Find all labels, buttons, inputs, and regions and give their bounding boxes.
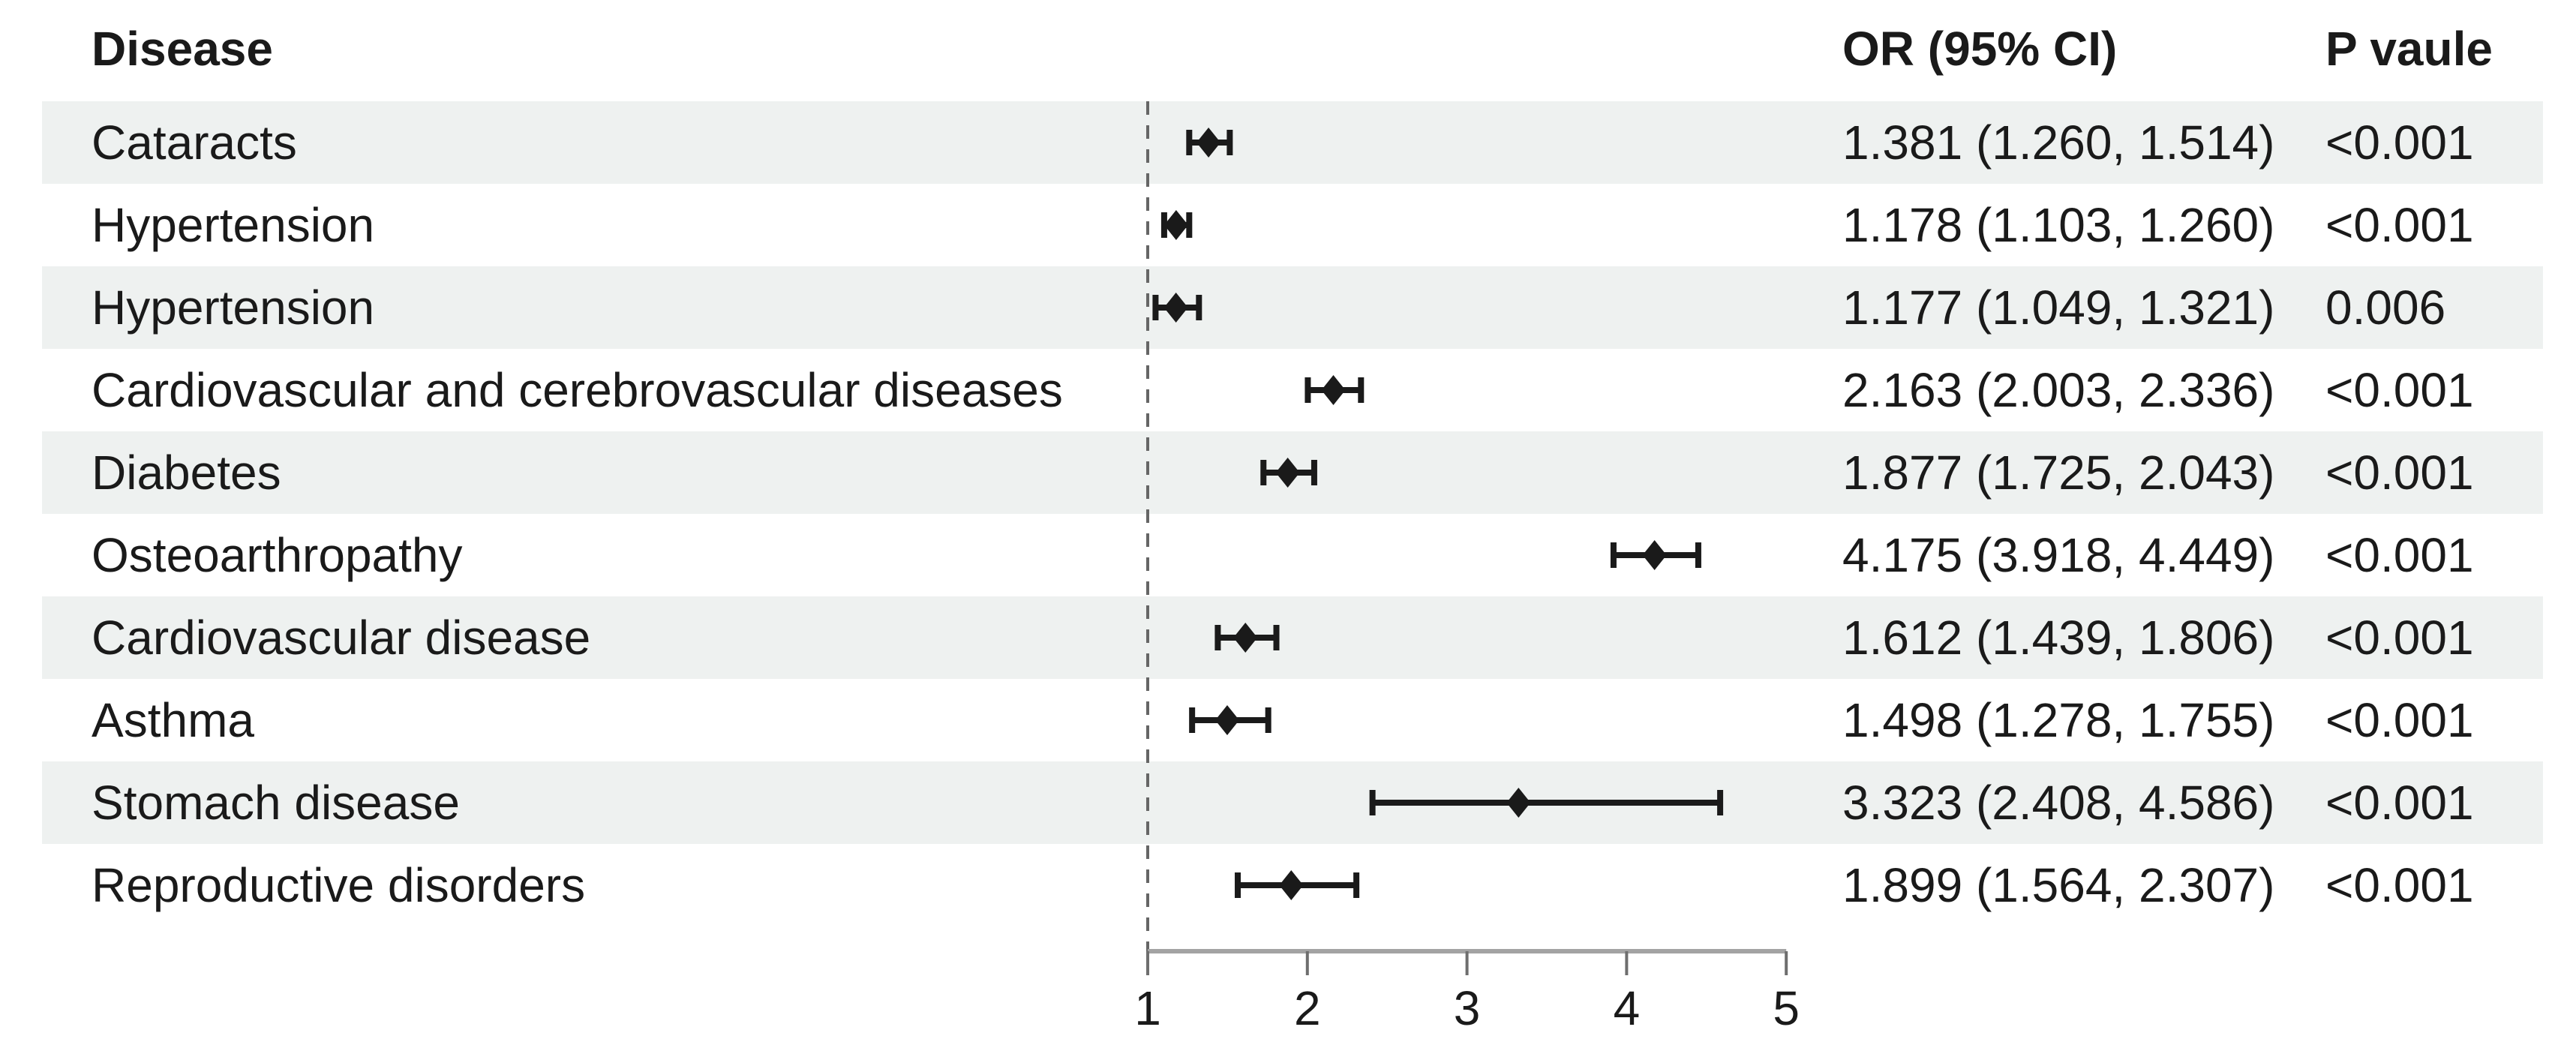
or-ci-value: 1.178 (1.103, 1.260): [1842, 198, 2275, 252]
disease-label: Diabetes: [92, 446, 281, 500]
p-value: <0.001: [2325, 446, 2474, 500]
table-row: Cardiovascular disease 1.612 (1.439, 1.80…: [42, 596, 2543, 679]
x-axis-tick-label: 1: [1134, 981, 1161, 1035]
disease-label: Asthma: [92, 693, 254, 747]
column-header-p-value: P vaule: [2325, 22, 2493, 76]
p-value: <0.001: [2325, 611, 2474, 665]
table-row: Asthma 1.498 (1.278, 1.755) <0.001: [42, 679, 2543, 761]
p-value: <0.001: [2325, 363, 2474, 417]
or-ci-value: 1.612 (1.439, 1.806): [1842, 611, 2275, 665]
or-ci-value: 1.498 (1.278, 1.755): [1842, 693, 2275, 747]
or-ci-value: 1.381 (1.260, 1.514): [1842, 116, 2275, 170]
or-ci-value: 1.899 (1.564, 2.307): [1842, 858, 2275, 912]
p-value: <0.001: [2325, 116, 2474, 170]
table-row: Reproductive disorders 1.899 (1.564, 2.30…: [42, 844, 2543, 926]
or-ci-value: 2.163 (2.003, 2.336): [1842, 363, 2275, 417]
table-row: Stomach disease 3.323 (2.408, 4.586) <0.00…: [42, 761, 2543, 844]
p-value: <0.001: [2325, 776, 2474, 830]
table-row: Hypertension 1.177 (1.049, 1.321) 0.006: [42, 266, 2543, 349]
x-axis-tick-label: 5: [1773, 981, 1800, 1035]
table-row: Osteoarthropathy 4.175 (3.918, 4.449) <0.0…: [42, 514, 2543, 596]
disease-label: Hypertension: [92, 281, 375, 335]
table-row: Cardiovascular and cerebrovascular disea…: [42, 349, 2543, 431]
p-value: 0.006: [2325, 281, 2446, 335]
column-header-or-ci: OR (95% CI): [1842, 22, 2118, 76]
disease-label: Cardiovascular disease: [92, 611, 591, 665]
disease-label: Hypertension: [92, 198, 375, 252]
or-ci-value: 1.177 (1.049, 1.321): [1842, 281, 2275, 335]
column-header-disease: Disease: [92, 22, 273, 76]
or-ci-value: 4.175 (3.918, 4.449): [1842, 528, 2275, 582]
or-ci-value: 1.877 (1.725, 2.043): [1842, 446, 2275, 500]
disease-label: Reproductive disorders: [92, 858, 586, 912]
x-axis-tick-label: 3: [1454, 981, 1481, 1035]
p-value: <0.001: [2325, 693, 2474, 747]
disease-label: Cataracts: [92, 116, 297, 170]
disease-label: Cardiovascular and cerebrovascular disea…: [92, 363, 1063, 417]
x-axis-tick-label: 2: [1294, 981, 1321, 1035]
x-axis-tick-label: 4: [1614, 981, 1641, 1035]
disease-label: Osteoarthropathy: [92, 528, 463, 582]
p-value: <0.001: [2325, 198, 2474, 252]
p-value: <0.001: [2325, 858, 2474, 912]
or-ci-value: 3.323 (2.408, 4.586): [1842, 776, 2275, 830]
table-row: Hypertension 1.178 (1.103, 1.260) <0.001: [42, 184, 2543, 266]
table-row: Diabetes 1.877 (1.725, 2.043) <0.001: [42, 431, 2543, 514]
disease-label: Stomach disease: [92, 776, 460, 830]
p-value: <0.001: [2325, 528, 2474, 582]
table-row: Cataracts 1.381 (1.260, 1.514) <0.001: [42, 101, 2543, 184]
